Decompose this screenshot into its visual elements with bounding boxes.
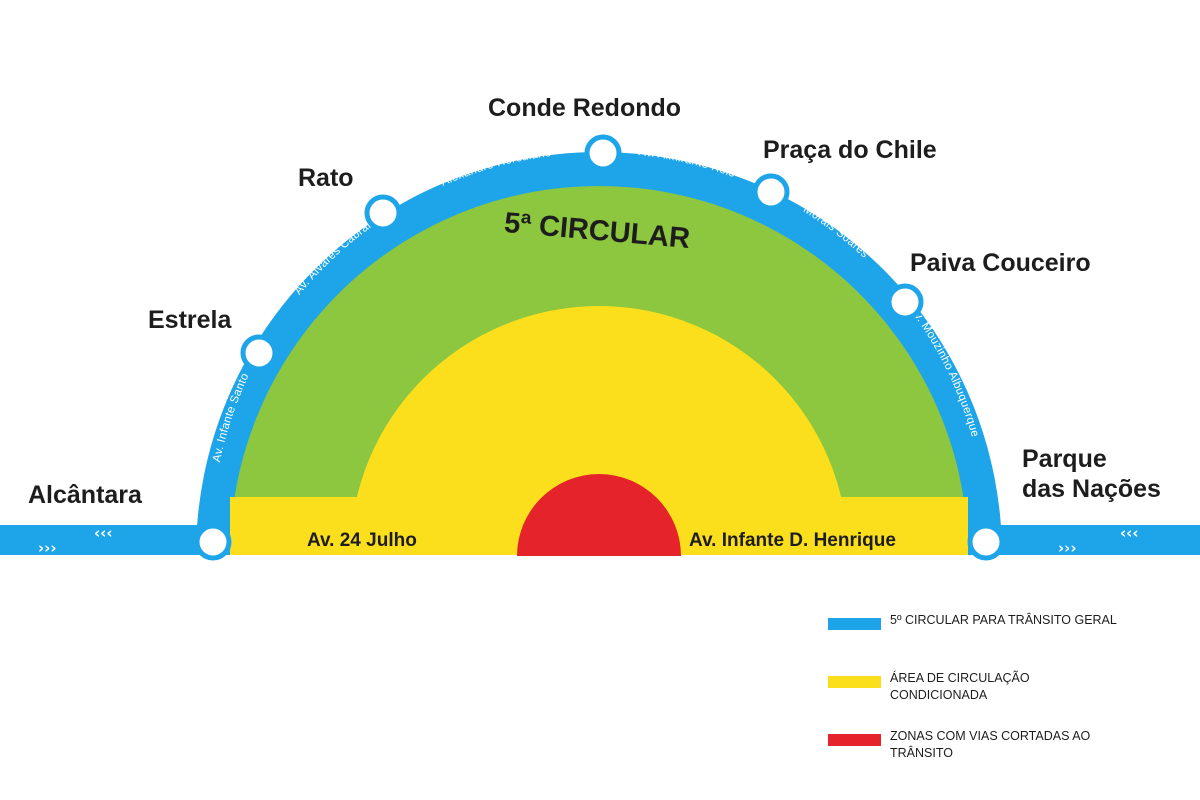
legend-cut-zone-swatch	[828, 734, 881, 746]
avenue-24-julho-label: Av. 24 Julho	[307, 530, 417, 551]
station-rato-marker	[364, 194, 402, 232]
station-estrela-label: Estrela	[148, 306, 232, 334]
legend-cut-zone: Zonas com vias cortadas ao trânsito	[828, 728, 1128, 786]
legend-conditioned-label: Área de circulação condicionada	[890, 671, 1030, 702]
station-paiva-couceiro-label: Paiva Couceiro	[910, 249, 1091, 277]
station-parque-nacoes-marker	[967, 523, 1005, 561]
legend-circular-label: 5º circular para trânsito geral	[890, 613, 1117, 627]
road-alcantara	[0, 525, 215, 555]
station-paiva-couceiro-marker	[886, 283, 924, 321]
station-conde-redondo-marker	[584, 134, 622, 172]
conditioned-area	[350, 306, 848, 555]
left-outbound-arrows: ›››	[38, 539, 57, 557]
station-estrela-marker	[240, 334, 278, 372]
station-praca-chile-marker	[752, 173, 790, 211]
legend-cut-zone-label: Zonas com vias cortadas ao trânsito	[890, 729, 1091, 760]
station-alcantara-marker	[194, 523, 232, 561]
road-parque-nacoes	[985, 525, 1200, 555]
cut-zone	[517, 474, 681, 556]
station-markers	[194, 134, 1005, 561]
right-inbound-arrows: ‹‹‹	[1120, 524, 1139, 542]
station-parque-label-line2: das Nações	[1022, 475, 1161, 503]
legend-conditioned-swatch	[828, 676, 881, 688]
legend-circular-swatch	[828, 618, 881, 630]
right-outbound-arrows: ›››	[1058, 539, 1077, 557]
legend: 5º circular para trânsito geral Área de …	[828, 612, 1128, 786]
station-conde-redondo-label: Conde Redondo	[488, 94, 681, 122]
station-alcantara-label: Alcântara	[28, 481, 143, 509]
left-inbound-arrows: ‹‹‹	[94, 524, 113, 542]
legend-conditioned: Área de circulação condicionada	[828, 670, 1128, 728]
station-praca-chile-label: Praça do Chile	[763, 136, 937, 164]
station-parque-label-line1: Parque	[1022, 445, 1107, 473]
avenue-infante-henrique-label: Av. Infante D. Henrique	[689, 530, 896, 551]
station-rato-label: Rato	[298, 164, 354, 192]
legend-circular: 5º circular para trânsito geral	[828, 612, 1128, 670]
